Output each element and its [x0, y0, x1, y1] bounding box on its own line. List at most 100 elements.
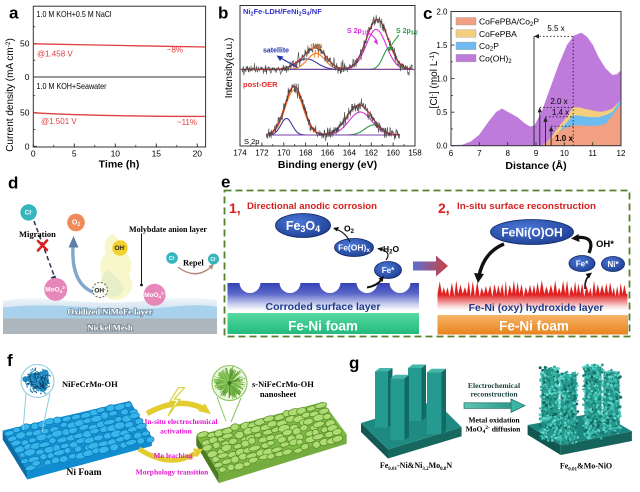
svg-text:H2O: H2O: [383, 244, 399, 256]
svg-text:Oxidized NiMoFe layer: Oxidized NiMoFe layer: [68, 307, 153, 317]
svg-text:50: 50: [20, 108, 30, 118]
svg-text:Migration: Migration: [19, 229, 56, 239]
svg-text:Repel: Repel: [183, 258, 204, 268]
svg-text:Fe3O4: Fe3O4: [286, 219, 320, 234]
svg-text:Cl-: Cl-: [169, 255, 176, 263]
svg-text:Cl-: Cl-: [25, 208, 33, 216]
svg-text:e: e: [221, 173, 230, 192]
svg-text:172: 172: [255, 149, 269, 158]
svg-text:S 2p1/2: S 2p1/2: [347, 28, 369, 37]
svg-text:d: d: [8, 174, 18, 193]
svg-text:Fe0.01-Ni&Ni3.2Mo0.8N: Fe0.01-Ni&Ni3.2Mo0.8N: [380, 461, 453, 472]
svg-text:6: 6: [449, 149, 454, 158]
svg-text:OH-: OH-: [94, 287, 106, 295]
svg-text:Fe*: Fe*: [576, 259, 589, 268]
svg-text:S 2p: S 2p: [244, 137, 259, 146]
svg-text:2.0: 2.0: [436, 8, 448, 17]
svg-text:In-situ surface reconstruction: In-situ surface reconstruction: [457, 201, 596, 211]
svg-text:CoFePBA: CoFePBA: [479, 29, 517, 39]
svg-text:160: 160: [386, 149, 400, 158]
svg-text:1.5: 1.5: [436, 41, 448, 50]
svg-text:reconstruction: reconstruction: [470, 390, 518, 399]
svg-text:O2: O2: [344, 224, 355, 236]
svg-text:12: 12: [617, 149, 626, 158]
svg-text:7: 7: [477, 149, 482, 158]
svg-text:10: 10: [560, 149, 569, 158]
svg-text:10: 10: [111, 149, 121, 159]
svg-text:FeNi(O)OH: FeNi(O)OH: [501, 225, 562, 239]
svg-text:1.0 M KOH+0.5 M NaCl: 1.0 M KOH+0.5 M NaCl: [37, 9, 112, 19]
svg-text:~11%: ~11%: [177, 118, 197, 127]
svg-text:MoO42- diffusion: MoO42- diffusion: [466, 425, 522, 436]
svg-text:NiFeCrMo-OH: NiFeCrMo-OH: [62, 379, 118, 389]
svg-text:5.5 x: 5.5 x: [547, 24, 564, 33]
svg-text:CoFePBA/Co2P: CoFePBA/Co2P: [479, 17, 539, 29]
svg-text:Electrochemical: Electrochemical: [468, 381, 520, 390]
svg-text:S-O: S-O: [310, 44, 323, 51]
svg-text:164: 164: [343, 149, 357, 158]
svg-text:2,: 2,: [438, 200, 450, 216]
svg-text:Corroded surface layer: Corroded surface layer: [266, 301, 381, 313]
svg-text:@1.501 V: @1.501 V: [41, 117, 77, 126]
svg-text:162: 162: [365, 149, 379, 158]
svg-text:Mo leaching: Mo leaching: [153, 451, 193, 460]
svg-text:Morphology transition: Morphology transition: [136, 468, 210, 477]
svg-text:Fe-Ni foam: Fe-Ni foam: [288, 319, 358, 334]
svg-text:S 2p3/2: S 2p3/2: [396, 28, 418, 37]
svg-text:g: g: [349, 354, 359, 373]
svg-text:Fe-Ni foam: Fe-Ni foam: [499, 319, 569, 334]
svg-text:c: c: [423, 4, 432, 23]
svg-text:Co(OH)2: Co(OH)2: [479, 53, 512, 65]
svg-text:s-NiFeCrMo-OH: s-NiFeCrMo-OH: [252, 379, 314, 389]
svg-text:OH*: OH*: [596, 239, 614, 250]
svg-text:5: 5: [72, 149, 77, 159]
svg-text:Intensity(a.u.): Intensity(a.u.): [224, 38, 235, 99]
svg-text:In-situ electrochemical: In-situ electrochemical: [145, 417, 218, 426]
svg-text:0: 0: [25, 72, 30, 82]
svg-text:0.5: 0.5: [436, 108, 448, 117]
svg-text:MoO42-: MoO42-: [45, 285, 66, 294]
svg-text:170: 170: [277, 149, 291, 158]
svg-text:activation: activation: [160, 427, 192, 436]
svg-text:1.4 x: 1.4 x: [552, 108, 569, 117]
svg-text:50: 50: [20, 39, 30, 49]
svg-text:Binding energy (eV): Binding energy (eV): [278, 159, 377, 171]
svg-text:1.0 M KOH+Seawater: 1.0 M KOH+Seawater: [37, 81, 107, 91]
svg-text:20: 20: [193, 149, 203, 159]
svg-text:158: 158: [408, 149, 422, 158]
svg-text:Fe0.01&Mo-NiO: Fe0.01&Mo-NiO: [560, 462, 612, 473]
svg-text:174: 174: [233, 149, 247, 158]
svg-text:OH-: OH-: [114, 244, 126, 252]
svg-text:0: 0: [31, 149, 36, 159]
svg-text:Ni2Fe-LDH/FeNi2S4/NF: Ni2Fe-LDH/FeNi2S4/NF: [243, 7, 322, 18]
svg-text:b: b: [218, 4, 228, 23]
svg-text:Co2P: Co2P: [479, 41, 499, 53]
svg-text:Nickel Mesh: Nickel Mesh: [87, 323, 132, 333]
svg-text:Directional anodic corrosion: Directional anodic corrosion: [247, 201, 377, 211]
svg-text:2.0 x: 2.0 x: [550, 97, 567, 106]
svg-text:nanosheet: nanosheet: [260, 389, 297, 399]
svg-text:Distance (Å): Distance (Å): [505, 159, 566, 172]
svg-text:Molybdate anion layer: Molybdate anion layer: [129, 224, 207, 234]
svg-text:0: 0: [25, 141, 30, 151]
svg-text:post-OER: post-OER: [243, 80, 278, 89]
svg-text:satellite: satellite: [263, 48, 289, 55]
svg-text:1.0 x: 1.0 x: [555, 134, 573, 143]
svg-text:11: 11: [589, 149, 598, 158]
svg-text:Cl-: Cl-: [210, 256, 217, 264]
svg-text:MoO42-: MoO42-: [144, 290, 165, 299]
svg-text:8: 8: [505, 149, 510, 158]
svg-text:Metal oxidation: Metal oxidation: [468, 416, 520, 425]
svg-text:Time (h): Time (h): [99, 159, 140, 171]
svg-text:9: 9: [534, 149, 539, 158]
svg-text:0.0: 0.0: [436, 142, 448, 151]
svg-text:Current density (mA cm-2): Current density (mA cm-2): [5, 38, 16, 152]
svg-text:15: 15: [152, 149, 162, 159]
svg-text:Fe(OH)x: Fe(OH)x: [338, 243, 370, 255]
svg-text:Ni*: Ni*: [607, 260, 619, 269]
svg-text:~8%: ~8%: [167, 46, 183, 55]
svg-text:168: 168: [299, 149, 313, 158]
svg-text:[Cl-] (mol L-1): [Cl-] (mol L-1): [429, 52, 440, 109]
svg-text:@1.458 V: @1.458 V: [37, 50, 73, 59]
svg-text:Ni Foam: Ni Foam: [66, 468, 101, 478]
